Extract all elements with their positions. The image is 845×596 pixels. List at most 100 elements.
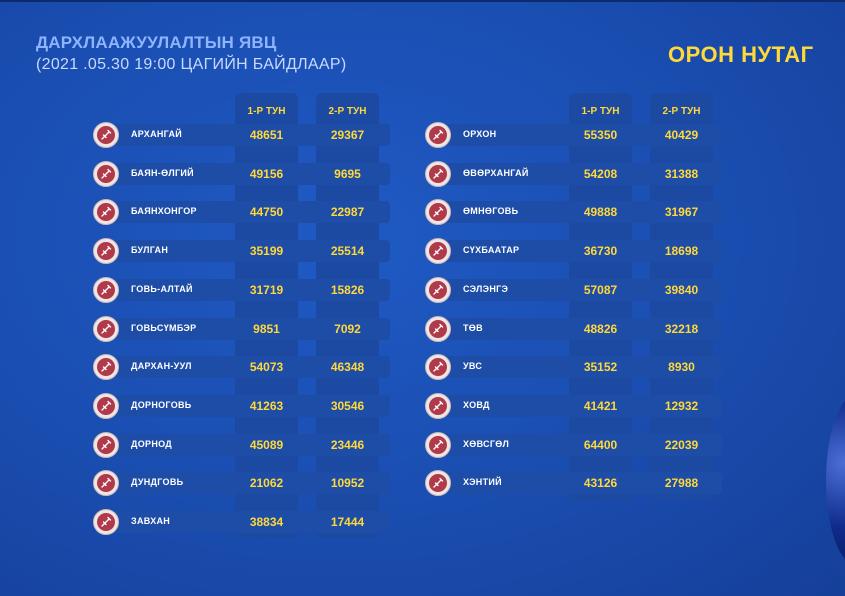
syringe-icon [93, 238, 119, 265]
dose2-value: 23446 [330, 437, 365, 452]
region-row: ӨМНӨГОВЬ 49888 31967 [425, 199, 732, 226]
row-bar [96, 356, 390, 379]
dose2-value: 40429 [664, 128, 699, 142]
row-bar [428, 356, 722, 379]
left-col2-panel [316, 93, 379, 538]
dose1-value: 38834 [249, 515, 284, 529]
dose1-value: 54073 [249, 360, 284, 375]
region-name: СЭЛЭНГЭ [463, 283, 509, 294]
region-row: ЗАВХАН 38834 17444 [93, 509, 400, 535]
syringe-icon [93, 122, 119, 148]
right-col2-header: 2-Р ТУН [662, 106, 701, 117]
syringe-icon [93, 354, 119, 381]
region-row: ӨВӨРХАНГАЙ 54208 31388 [425, 160, 732, 187]
dose1-value: 49888 [583, 205, 618, 220]
region-row: ГОВЬСҮМБЭР 9851 7092 [93, 315, 400, 342]
left-col2-header: 2-Р ТУН [328, 106, 367, 117]
region-row: ТӨВ 48826 32218 [425, 315, 732, 342]
page-title: ДАРХЛААЖУУЛАЛТЫН ЯВЦ [36, 33, 277, 52]
dose2-value: 22987 [330, 205, 365, 220]
dose1-value: 21062 [249, 476, 284, 491]
region-row: ХЭНТИЙ 43126 27988 [425, 470, 732, 497]
dose2-value: 46348 [330, 360, 365, 375]
dose1-value: 57087 [583, 282, 618, 297]
region-name: ХӨВСГӨЛ [463, 438, 510, 449]
dose2-value: 31967 [664, 205, 699, 220]
dose1-value: 54208 [583, 166, 618, 181]
dose2-value: 12932 [664, 398, 699, 413]
syringe-icon [425, 431, 451, 458]
dose1-value: 44750 [249, 205, 284, 220]
region-name: СҮХБААТАР [463, 245, 520, 256]
dose2-value: 30546 [330, 398, 365, 413]
row-bar [428, 201, 722, 224]
region-name: ДАРХАН-УУЛ [131, 361, 192, 372]
region-row: БАЯН-ӨЛГИЙ 49156 9695 [93, 160, 400, 187]
region-name: ДОРНОГОВЬ [131, 399, 192, 410]
row-bar [96, 162, 390, 185]
syringe-icon [425, 470, 451, 497]
syringe-icon [93, 276, 119, 303]
syringe-icon [93, 199, 119, 226]
dose2-value: 22039 [664, 437, 699, 452]
region-name: ДУНДГОВЬ [131, 477, 184, 488]
dose2-value: 29367 [330, 128, 365, 142]
row-bar [428, 394, 722, 417]
row-bar [428, 433, 722, 456]
region-name: ЗАВХАН [131, 516, 171, 526]
row-bar [428, 472, 722, 495]
syringe-icon [425, 238, 451, 265]
dose2-value: 32218 [664, 321, 699, 336]
region-row: ХӨВСГӨЛ 64400 22039 [425, 431, 732, 458]
syringe-icon [93, 392, 119, 419]
dose2-value: 25514 [330, 244, 365, 259]
dose2-value: 17444 [330, 515, 365, 529]
row-bar [96, 433, 390, 456]
row-bar [96, 317, 390, 340]
syringe-icon [425, 392, 451, 419]
row-bar [96, 394, 390, 417]
region-row: ОРХОН 55350 40429 [425, 122, 732, 148]
region-name: ОРХОН [463, 129, 497, 139]
region-name: БУЛГАН [131, 245, 169, 256]
region-name: ДОРНОД [131, 438, 173, 449]
region-row: БУЛГАН 35199 25514 [93, 238, 400, 265]
syringe-icon [425, 199, 451, 226]
region-row: БАЯНХОНГОР 44750 22987 [93, 199, 400, 226]
region-name: ХЭНТИЙ [463, 477, 502, 488]
dose2-value: 27988 [664, 476, 699, 491]
dose1-value: 55350 [583, 128, 618, 142]
region-name: ГОВЬ-АЛТАЙ [131, 283, 193, 294]
region-row: ДОРНОД 45089 23446 [93, 431, 400, 458]
row-bar [96, 201, 390, 224]
syringe-icon [93, 315, 119, 342]
row-bar [96, 278, 390, 301]
dose2-value: 9695 [334, 166, 361, 181]
page-subtitle: (2021 .05.30 19:00 ЦАГИЙН БАЙДЛААР) [36, 56, 347, 73]
dose1-value: 35199 [249, 244, 284, 259]
region-row: ДОРНОГОВЬ 41263 30546 [93, 392, 400, 419]
region-name: УВС [463, 361, 483, 372]
left-col1-header: 1-Р ТУН [247, 106, 286, 117]
region-row: ДАРХАН-УУЛ 54073 46348 [93, 354, 400, 381]
dose2-value: 39840 [664, 282, 699, 297]
row-bar [428, 240, 722, 263]
dose1-value: 49156 [249, 166, 284, 181]
row-bar [96, 240, 390, 263]
dose1-value: 9851 [253, 321, 280, 336]
region-name: ӨМНӨГОВЬ [463, 206, 519, 217]
left-col1-panel [235, 93, 298, 538]
syringe-icon [93, 470, 119, 497]
top-border [0, 0, 845, 2]
dose1-value: 45089 [249, 437, 284, 452]
syringe-icon [425, 354, 451, 381]
row-bar [428, 317, 722, 340]
region-row: СҮХБААТАР 36730 18698 [425, 238, 732, 265]
dose2-value: 31388 [664, 166, 699, 181]
region-name: БАЯНХОНГОР [131, 206, 197, 217]
row-bar [428, 278, 722, 301]
syringe-icon [93, 509, 119, 535]
region-row: СЭЛЭНГЭ 57087 39840 [425, 276, 732, 303]
dose2-value: 15826 [330, 282, 365, 297]
dose2-value: 7092 [334, 321, 361, 336]
